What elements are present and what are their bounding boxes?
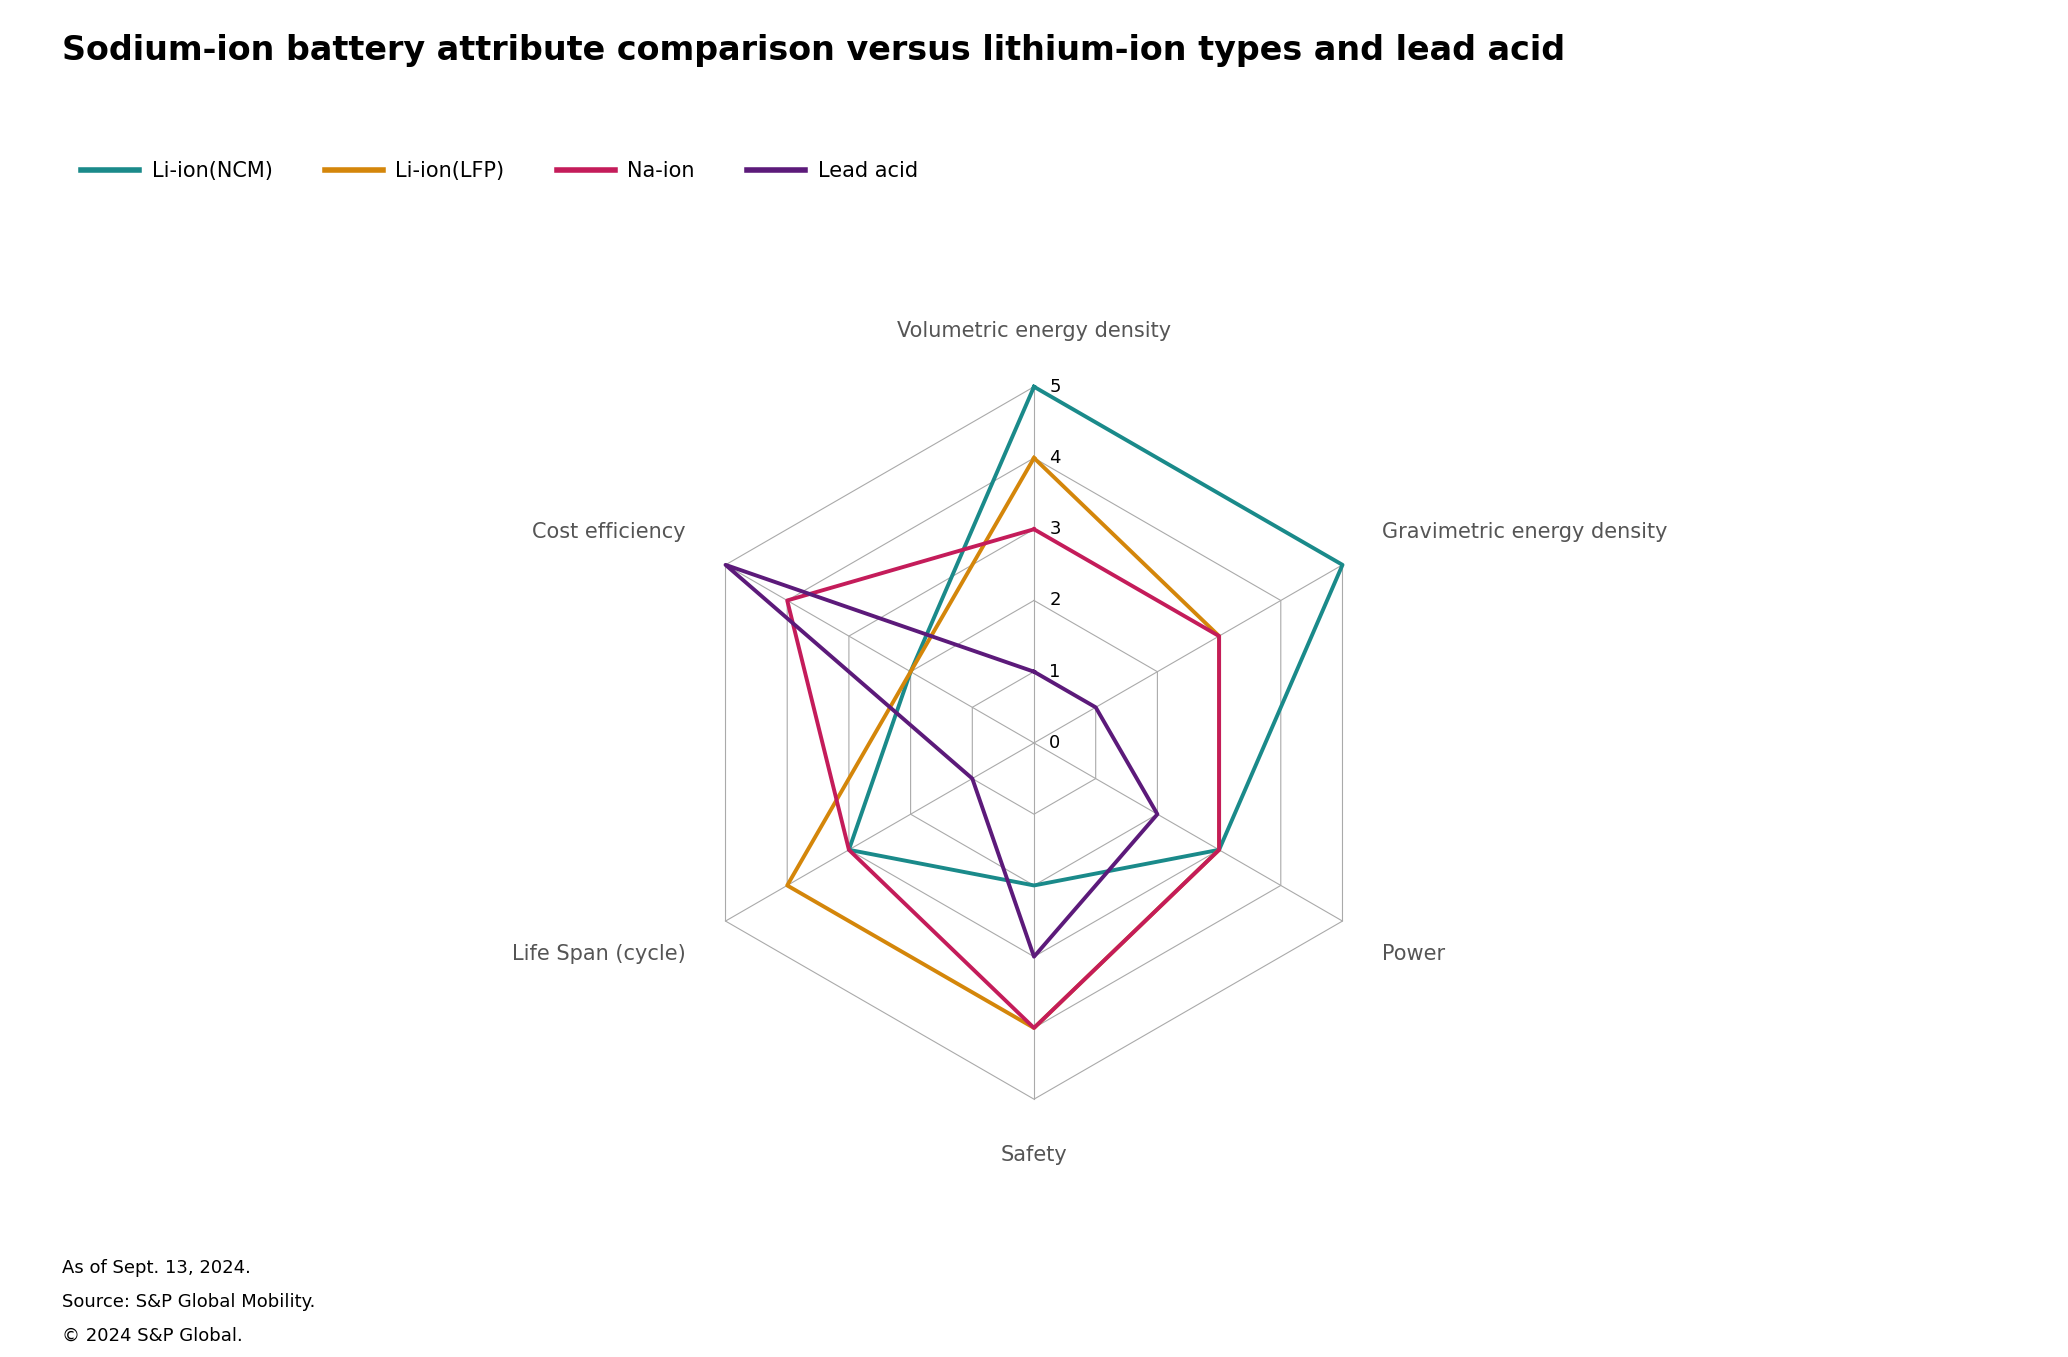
Text: 1: 1 bbox=[1048, 662, 1061, 681]
Text: 4: 4 bbox=[1048, 449, 1061, 467]
Text: Gravimetric energy density: Gravimetric energy density bbox=[1381, 522, 1667, 541]
Text: © 2024 S&P Global.: © 2024 S&P Global. bbox=[62, 1327, 242, 1345]
Text: 0: 0 bbox=[1048, 734, 1061, 752]
Text: Cost efficiency: Cost efficiency bbox=[531, 522, 687, 541]
Text: 3: 3 bbox=[1048, 520, 1061, 539]
Text: 2: 2 bbox=[1048, 592, 1061, 609]
Legend: Li-ion(NCM), Li-ion(LFP), Na-ion, Lead acid: Li-ion(NCM), Li-ion(LFP), Na-ion, Lead a… bbox=[72, 153, 926, 190]
Text: Sodium-ion battery attribute comparison versus lithium-ion types and lead acid: Sodium-ion battery attribute comparison … bbox=[62, 34, 1565, 66]
Text: Source: S&P Global Mobility.: Source: S&P Global Mobility. bbox=[62, 1293, 316, 1311]
Text: Safety: Safety bbox=[1001, 1145, 1067, 1164]
Text: Power: Power bbox=[1381, 944, 1446, 963]
Text: Volumetric energy density: Volumetric energy density bbox=[898, 322, 1170, 341]
Text: Life Span (cycle): Life Span (cycle) bbox=[513, 944, 687, 963]
Text: 5: 5 bbox=[1048, 377, 1061, 396]
Text: As of Sept. 13, 2024.: As of Sept. 13, 2024. bbox=[62, 1259, 250, 1277]
